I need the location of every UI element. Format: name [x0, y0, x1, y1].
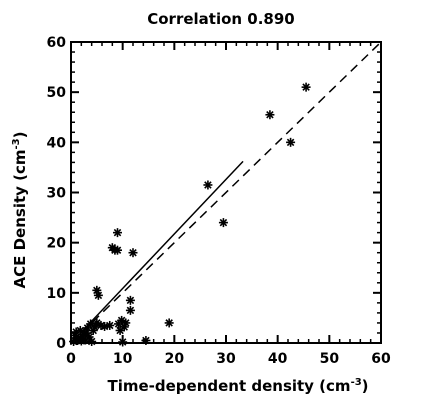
x-tick-label: 0 [66, 351, 76, 367]
fit-line-dashed [70, 41, 382, 344]
data-point [87, 336, 97, 346]
data-point [203, 180, 213, 190]
data-point [125, 305, 135, 315]
data-point [128, 248, 138, 258]
data-point [93, 290, 103, 300]
y-tick-labels: 0 10 20 30 40 50 60 [47, 35, 67, 352]
x-tick-labels: 0 10 20 30 40 50 60 [66, 351, 391, 367]
y-tick-label: 50 [47, 85, 67, 101]
x-tick-label: 50 [320, 351, 340, 367]
x-tick-label: 40 [268, 351, 288, 367]
x-axis-label-close: ) [362, 377, 369, 395]
x-axis-unit-exponent: -3 [351, 377, 362, 388]
x-tick-label: 10 [113, 351, 133, 367]
data-point [121, 318, 131, 328]
data-point [301, 82, 311, 92]
data-point [141, 335, 151, 345]
y-tick-label: 0 [56, 336, 66, 352]
y-tick-label: 10 [47, 286, 67, 302]
y-axis-label: ACE Density (cm-3) [11, 132, 29, 289]
data-point [218, 218, 228, 228]
data-point [265, 110, 275, 120]
y-axis-unit-exponent: -3 [11, 138, 22, 149]
data-point [125, 295, 135, 305]
data-point [113, 228, 122, 238]
y-tick-label: 40 [47, 135, 67, 151]
data-point [118, 337, 128, 347]
x-axis-label: Time-dependent density (cm-3) [107, 377, 368, 395]
x-tick-label: 20 [165, 351, 185, 367]
plot-area [69, 41, 382, 347]
y-axis-label-main: ACE Density (cm [11, 149, 29, 288]
data-point [164, 318, 174, 328]
data-points [69, 82, 311, 347]
fit-lines [70, 41, 382, 344]
data-point [115, 325, 125, 335]
data-point [105, 320, 115, 330]
y-tick-label: 20 [47, 236, 67, 252]
fit-line-solid [70, 160, 244, 344]
data-point [113, 245, 122, 255]
data-point [286, 137, 296, 147]
y-axis-label-close: ) [11, 132, 29, 139]
y-tick-label: 30 [47, 186, 67, 202]
chart-title: Correlation 0.890 [147, 10, 295, 28]
major-ticks [70, 41, 382, 344]
x-tick-label: 30 [216, 351, 236, 367]
x-tick-label: 60 [371, 351, 391, 367]
minor-ticks [71, 42, 381, 343]
y-tick-label: 60 [47, 35, 67, 51]
x-axis-label-main: Time-dependent density (cm [107, 377, 350, 395]
